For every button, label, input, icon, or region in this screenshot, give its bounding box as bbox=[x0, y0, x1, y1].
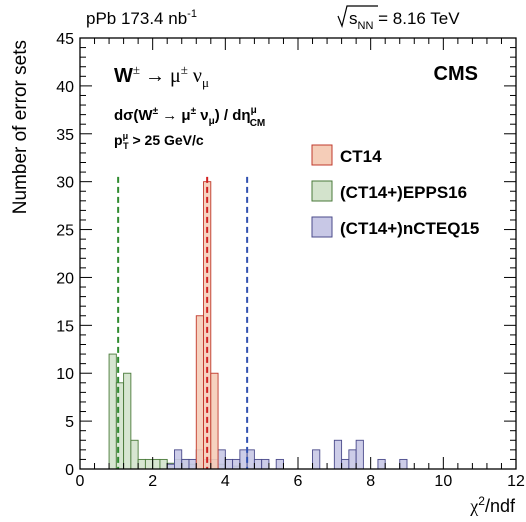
luminosity-label: pPb 173.4 nb-1 bbox=[86, 8, 197, 28]
histogram-bar bbox=[261, 458, 270, 470]
histogram-bar bbox=[217, 449, 226, 470]
x-tick-label: 8 bbox=[366, 473, 375, 490]
x-axis-title: χ2/ndf bbox=[469, 494, 516, 516]
y-tick-label: 40 bbox=[56, 79, 74, 96]
legend-label: CT14 bbox=[340, 147, 382, 166]
legend: CT14 (CT14+)EPPS16 (CT14+)nCTEQ15 bbox=[311, 144, 479, 238]
histogram-bar bbox=[224, 458, 234, 470]
y-tick-label: 15 bbox=[56, 318, 74, 335]
pt-cut-label: pμ T > 25 GeV/c bbox=[114, 131, 204, 151]
histogram-bar bbox=[152, 458, 161, 470]
histogram-bar bbox=[108, 353, 117, 470]
histogram-bar bbox=[377, 458, 386, 470]
legend-swatch bbox=[311, 180, 333, 202]
y-tick-label: 35 bbox=[56, 127, 74, 144]
series-2 bbox=[195, 181, 219, 470]
plot-frame bbox=[79, 37, 517, 470]
histogram-bar bbox=[399, 458, 408, 470]
x-tick-label: 4 bbox=[221, 473, 230, 490]
legend-swatch bbox=[311, 216, 333, 238]
x-tick-label: 10 bbox=[434, 473, 452, 490]
histogram-bar bbox=[181, 458, 190, 470]
experiment-label: CMS bbox=[434, 63, 478, 85]
x-tick-label: 6 bbox=[294, 473, 303, 490]
histogram-bar bbox=[130, 439, 139, 470]
legend-swatch bbox=[311, 144, 333, 166]
histogram-bar bbox=[355, 439, 364, 470]
histogram-bar bbox=[188, 458, 197, 470]
histogram-bar bbox=[232, 458, 241, 470]
x-tick-label: 2 bbox=[148, 473, 157, 490]
histogram-bar bbox=[246, 449, 255, 470]
legend-label: (CT14+)nCTEQ15 bbox=[340, 219, 479, 238]
y-tick-label: 10 bbox=[56, 366, 74, 383]
x-tick-label: 0 bbox=[76, 473, 85, 490]
histogram-bar bbox=[195, 315, 204, 470]
y-tick-label: 30 bbox=[56, 175, 74, 192]
y-tick-label: 20 bbox=[56, 270, 74, 287]
legend-label: (CT14+)EPPS16 bbox=[340, 183, 467, 202]
y-tick-label: 5 bbox=[65, 414, 74, 431]
energy-label: sNN = 8.16 TeV bbox=[337, 5, 460, 32]
legend-item: (CT14+)EPPS16 bbox=[311, 180, 467, 202]
histogram-bar bbox=[137, 458, 146, 470]
y-tick-label: 25 bbox=[56, 223, 74, 240]
sqrt-symbol bbox=[337, 5, 378, 28]
observable-label: dσ(W± → μ± νμ) / dημ CM bbox=[114, 105, 265, 129]
plot-area bbox=[108, 176, 408, 470]
y-tick-label: 45 bbox=[56, 31, 74, 48]
histogram-bar bbox=[275, 458, 284, 470]
histogram-bar bbox=[115, 382, 125, 470]
histogram-bar bbox=[210, 372, 219, 470]
histogram-bar bbox=[239, 449, 248, 470]
histogram-bar bbox=[174, 449, 183, 470]
svg-text:sNN = 8.16 TeV: sNN = 8.16 TeV bbox=[349, 9, 460, 32]
axis-ticks: 0 2 4 6 8 10 12 0 5 10 15 20 25 30 35 40 45 bbox=[56, 31, 525, 490]
histogram-bar bbox=[159, 458, 168, 470]
y-axis-title: Number of error sets bbox=[10, 40, 31, 214]
histogram-bar bbox=[166, 463, 175, 470]
histogram-bar bbox=[203, 181, 212, 470]
histogram-bar bbox=[312, 449, 321, 470]
histogram-bar bbox=[348, 449, 357, 470]
histogram-bar bbox=[253, 458, 263, 470]
y-tick-label: 0 bbox=[65, 462, 74, 479]
histogram-bar bbox=[333, 439, 343, 470]
histogram-bar bbox=[341, 458, 350, 470]
histogram-bar bbox=[144, 458, 154, 470]
process-label: W± → μ± νμ bbox=[114, 62, 209, 90]
legend-item: (CT14+)nCTEQ15 bbox=[311, 216, 479, 238]
x-tick-label: 12 bbox=[507, 473, 525, 490]
histogram-bar bbox=[123, 372, 132, 470]
legend-item: CT14 bbox=[311, 144, 382, 166]
